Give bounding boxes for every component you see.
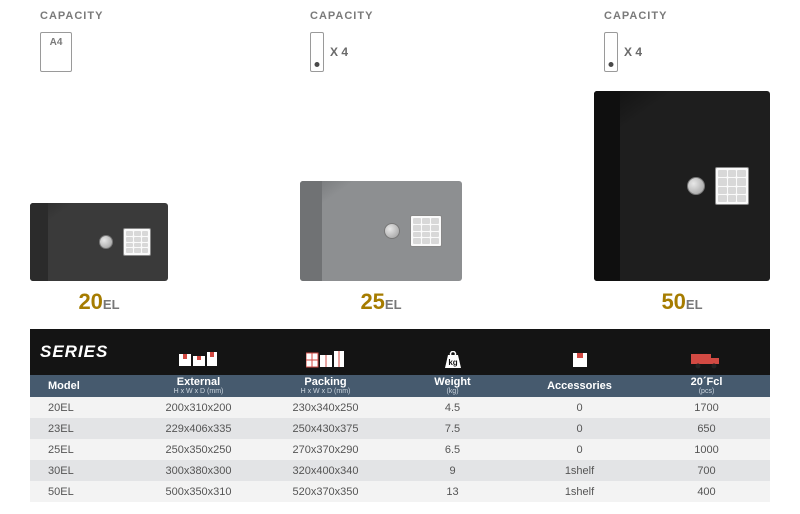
product-row: CAPACITY A4 20EL CAPACITY X 4 25EL CAPACITY X 4… bbox=[30, 10, 770, 315]
packing-icon bbox=[306, 349, 346, 371]
cell-accessories: 0 bbox=[516, 423, 643, 435]
series-table: SERIES kg ModelExternalH x W x D (mm)Pack… bbox=[30, 329, 770, 502]
keypad-icon bbox=[410, 215, 442, 247]
capacity-label: CAPACITY bbox=[310, 10, 373, 22]
cell-weight: 6.5 bbox=[389, 444, 516, 456]
cell-accessories: 1shelf bbox=[516, 465, 643, 477]
capacity-count: X 4 bbox=[624, 45, 642, 59]
cell-accessories: 0 bbox=[516, 402, 643, 414]
product-50: CAPACITY X 4 50EL bbox=[594, 10, 770, 315]
cell-fcl: 400 bbox=[643, 486, 770, 498]
cell-external: 300x380x300 bbox=[135, 465, 262, 477]
model-label: 20EL bbox=[78, 289, 119, 315]
product-25: CAPACITY X 4 25EL bbox=[300, 10, 462, 315]
safe-image bbox=[300, 181, 462, 281]
knob-icon bbox=[99, 235, 113, 249]
model-label: 50EL bbox=[661, 289, 702, 315]
acc-icon bbox=[571, 349, 589, 371]
safe-image bbox=[594, 91, 770, 281]
capacity-indicator: X 4 bbox=[310, 32, 348, 72]
capacity-count: X 4 bbox=[330, 45, 348, 59]
capacity-indicator: X 4 bbox=[604, 32, 642, 72]
table-row: 25EL250x350x250270x370x2906.501000 bbox=[30, 439, 770, 460]
cell-packing: 320x400x340 bbox=[262, 465, 389, 477]
cell-fcl: 1700 bbox=[643, 402, 770, 414]
cell-packing: 230x340x250 bbox=[262, 402, 389, 414]
series-title: SERIES bbox=[30, 342, 135, 362]
cell-fcl: 700 bbox=[643, 465, 770, 477]
cell-model: 23EL bbox=[30, 423, 135, 435]
knob-icon bbox=[384, 223, 400, 239]
series-header: SERIES kg bbox=[30, 329, 770, 375]
table-row: 20EL200x310x200230x340x2504.501700 bbox=[30, 397, 770, 418]
safe-image bbox=[30, 203, 168, 281]
capacity-label: CAPACITY bbox=[40, 10, 103, 22]
cell-weight: 7.5 bbox=[389, 423, 516, 435]
cell-packing: 520x370x350 bbox=[262, 486, 389, 498]
a4-icon: A4 bbox=[40, 32, 72, 72]
table-row: 50EL500x350x310520x370x350131shelf400 bbox=[30, 481, 770, 502]
table-row: 30EL300x380x300320x400x34091shelf700 bbox=[30, 460, 770, 481]
weight-icon: kg bbox=[443, 349, 463, 371]
col-header-external bbox=[135, 349, 262, 375]
binder-icon bbox=[310, 32, 324, 72]
boxes-icon bbox=[179, 349, 219, 371]
cell-model: 20EL bbox=[30, 402, 135, 414]
knob-icon bbox=[687, 177, 705, 195]
cell-weight: 4.5 bbox=[389, 402, 516, 414]
truck-icon bbox=[691, 349, 723, 371]
model-label: 25EL bbox=[360, 289, 401, 315]
keypad-icon bbox=[715, 167, 749, 205]
cell-external: 229x406x335 bbox=[135, 423, 262, 435]
cell-accessories: 0 bbox=[516, 444, 643, 456]
cell-model: 25EL bbox=[30, 444, 135, 456]
cell-external: 200x310x200 bbox=[135, 402, 262, 414]
capacity-label: CAPACITY bbox=[604, 10, 667, 22]
binder-icon bbox=[604, 32, 618, 72]
col-header-weight: kg bbox=[389, 349, 516, 375]
cell-weight: 9 bbox=[389, 465, 516, 477]
cell-external: 250x350x250 bbox=[135, 444, 262, 456]
cell-fcl: 650 bbox=[643, 423, 770, 435]
capacity-indicator: A4 bbox=[40, 32, 72, 72]
cell-model: 50EL bbox=[30, 486, 135, 498]
svg-text:kg: kg bbox=[448, 358, 457, 367]
col-header-packing bbox=[262, 349, 389, 375]
keypad-icon bbox=[123, 228, 151, 256]
cell-packing: 270x370x290 bbox=[262, 444, 389, 456]
col-header-fcl bbox=[643, 349, 770, 375]
cell-fcl: 1000 bbox=[643, 444, 770, 456]
cell-model: 30EL bbox=[30, 465, 135, 477]
product-20: CAPACITY A4 20EL bbox=[30, 10, 168, 315]
cell-packing: 250x430x375 bbox=[262, 423, 389, 435]
cell-accessories: 1shelf bbox=[516, 486, 643, 498]
cell-weight: 13 bbox=[389, 486, 516, 498]
table-row: 23EL229x406x335250x430x3757.50650 bbox=[30, 418, 770, 439]
cell-external: 500x350x310 bbox=[135, 486, 262, 498]
table-head-row: ModelExternalH x W x D (mm)PackingH x W … bbox=[30, 375, 770, 397]
col-header-accessories bbox=[516, 349, 643, 375]
